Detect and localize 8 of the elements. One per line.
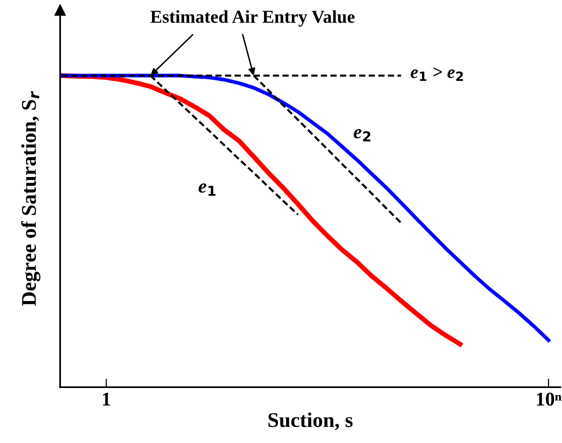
x-tick-label: 1 — [102, 392, 110, 406]
x-tick-label: 10ⁿ — [536, 392, 562, 406]
text: e$_{1}$ — [198, 183, 216, 196]
annotation: e$_{1}$ > e$_{2}$ — [410, 67, 463, 81]
x-axis-title: Suction, s — [268, 412, 353, 430]
series-label: e$_{2}$ — [354, 128, 370, 142]
y-axis-title: Degree of Saturation, S$_{r}$ — [21, 91, 40, 306]
text: Estimated Air Entry Value — [150, 10, 355, 27]
